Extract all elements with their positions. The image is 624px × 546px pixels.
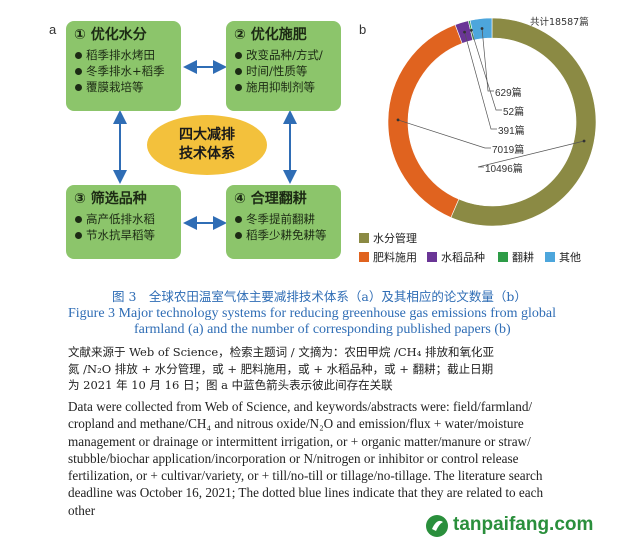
box-title: ② 优化施肥 [234, 27, 307, 43]
legend-swatch [545, 252, 555, 262]
box-item: 稻季少耕免耕等 [234, 227, 333, 243]
box-item-cont: 时间/性质等 [234, 63, 333, 79]
center-line-1: 四大减排 [179, 127, 235, 143]
box-item: 高产低排水稻 [74, 211, 173, 227]
label-tillage: 52篇 [503, 107, 525, 118]
leader-dot [463, 30, 466, 34]
donut-chart [387, 17, 597, 227]
note-cn: 文献来源于 Web of Science，检索主题词 / 文摘为：农田甲烷 /C… [68, 344, 608, 394]
leader-dot [582, 139, 586, 143]
center-line-2: 技术体系 [179, 146, 235, 162]
note-en-line: stubble/biochar application/incorporatio… [68, 450, 519, 466]
legend-tillage: 翻耕 [498, 249, 534, 265]
box-item: 冬季提前翻耕 [234, 211, 333, 227]
center-ellipse: 四大减排 技术体系 [147, 115, 267, 175]
legend-swatch [498, 252, 508, 262]
box-tillage: ④ 合理翻耕 冬季提前翻耕 稻季少耕免耕等 [226, 185, 341, 259]
note-en-line: Data were collected from Web of Science,… [68, 399, 533, 414]
box-title: ④ 合理翻耕 [234, 191, 307, 207]
note-cn-line: 氮 /N₂O 排放 + 水分管理，或 + 肥料施用，或 + 水稻品种，或 + 翻… [68, 361, 494, 376]
note-en: Data were collected from Web of Science,… [68, 398, 618, 519]
legend-variety: 水稻品种 [427, 249, 485, 265]
watermark-text: tanpaifang.com [453, 514, 594, 535]
label-other: 629篇 [495, 88, 522, 99]
note-en-line: deadline was October 16, 2021; The dotte… [68, 485, 544, 501]
leader-dot [480, 27, 484, 30]
panel-b-letter: b [359, 22, 367, 37]
box-item: 节水抗旱稻等 [74, 227, 173, 243]
caption-cn: 图 3 全球农田温室气体主要减排技术体系（a）及其相应的论文数量（b） [112, 289, 527, 304]
leader-dot [469, 28, 473, 32]
note-en-line: cropland and methane/CH₄ and nitrous oxi… [68, 416, 524, 432]
label-variety: 391篇 [498, 126, 525, 137]
tanpaifang-logo-icon [426, 515, 448, 537]
legend-swatch [359, 252, 369, 262]
box-fertilization: ② 优化施肥 改变品种/方式/ 时间/性质等 施用抑制剂等 [226, 21, 341, 111]
slice-0 [450, 17, 597, 227]
legend-water: 水分管理 [359, 230, 417, 246]
box-title: ① 优化水分 [74, 27, 147, 43]
leader-line [481, 28, 494, 92]
leader-line [477, 140, 585, 168]
box-water-management: ① 优化水分 稻季排水烤田 冬季排水+稻季 覆膜栽培等 [66, 21, 181, 111]
legend-swatch [427, 252, 437, 262]
note-cn-line: 为 2021 年 10 月 16 日；图 a 中蓝色箭头表示彼此间存在关联 [68, 378, 393, 392]
panel-a-letter: a [49, 22, 57, 37]
caption-en-line2: farmland (a) and the number of correspon… [134, 322, 511, 337]
box-item: 施用抑制剂等 [234, 79, 333, 95]
note-en-line: fertilization, or + cultivar/variety, or… [68, 468, 543, 484]
caption-en-line1: Figure 3 Major technology systems for re… [68, 306, 556, 321]
leader-dot [396, 118, 400, 122]
leader-line [464, 32, 497, 130]
legend-swatch [359, 233, 369, 243]
slice-1 [387, 24, 463, 218]
box-item: 稻季排水烤田 [74, 47, 173, 63]
legend-fertilizer: 肥料施用 [359, 249, 417, 265]
note-cn-line: 文献来源于 Web of Science，检索主题词 / 文摘为：农田甲烷 /C… [68, 345, 494, 359]
leader-line [471, 30, 502, 111]
box-item: 改变品种/方式/ [234, 47, 333, 63]
note-en-line: management or drainage or intermittent i… [68, 433, 531, 449]
box-item: 冬季排水+稻季 [74, 63, 173, 79]
panel-a-arrows [113, 60, 297, 230]
label-fertilizer: 7019篇 [492, 145, 525, 156]
leader-line [397, 119, 491, 149]
note-en-line: other [68, 502, 96, 518]
label-water: 10496篇 [485, 164, 523, 175]
box-variety-selection: ③ 筛选品种 高产低排水稻 节水抗旱稻等 [66, 185, 181, 259]
total-label: 共计18587篇 [530, 17, 589, 28]
legend-other: 其他 [545, 249, 581, 265]
box-title: ③ 筛选品种 [74, 191, 147, 207]
box-item-cont: 覆膜栽培等 [74, 79, 173, 95]
